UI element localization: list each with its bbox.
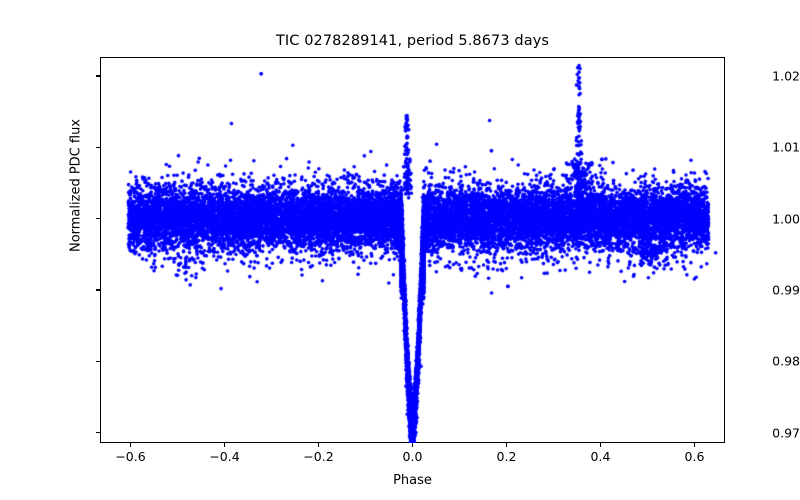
x-tick-label: 0.0 [402,449,423,464]
y-tick-mark [95,360,100,362]
x-tick-label: 0.6 [684,449,705,464]
y-tick-label: 0.98 [772,353,800,369]
x-tick-mark [130,443,132,448]
x-tick-mark [318,443,320,448]
x-tick-mark [412,443,414,448]
x-tick-label: −0.2 [303,449,334,464]
y-tick-label: 1.01 [772,139,800,155]
x-tick-label: −0.4 [209,449,240,464]
x-tick-mark [224,443,226,448]
y-tick-mark [95,146,100,148]
x-tick-mark [693,443,696,448]
y-tick-mark [95,218,100,220]
y-tick-mark [95,289,100,291]
x-tick-mark [505,443,508,448]
y-tick-label: 1.00 [772,211,800,227]
x-tick-mark [599,443,602,448]
y-tick-mark [95,75,100,77]
x-axis-label: Phase [393,473,432,488]
y-tick-mark [95,432,100,434]
y-tick-label: 0.97 [772,425,800,441]
y-tick-label: 1.02 [772,68,800,84]
plot-title: TIC 0278289141, period 5.8673 days [275,33,550,49]
x-tick-label: −0.6 [115,449,146,464]
x-tick-label: 0.2 [496,449,517,464]
x-tick-label: 0.4 [590,449,611,464]
scatter-plot-area [100,57,725,443]
y-tick-label: 0.99 [772,282,800,298]
